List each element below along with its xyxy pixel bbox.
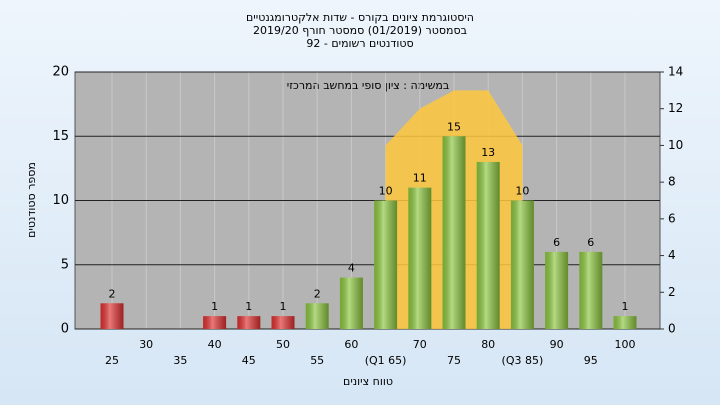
value-label: 11 bbox=[413, 172, 427, 185]
title-line: בסמסטר (01/2019) סמסטר חורף 2019/20 bbox=[253, 24, 467, 37]
value-label: 6 bbox=[553, 236, 560, 249]
value-label: 10 bbox=[379, 185, 393, 198]
title-line: היסטוגרמת ציונים בקורס - שדות אלקטרומגנט… bbox=[246, 11, 474, 24]
bar-shade bbox=[374, 200, 398, 329]
value-label: 1 bbox=[211, 300, 218, 313]
x-tick-label: 70 bbox=[413, 338, 427, 351]
x-tick-label: 25 bbox=[105, 354, 119, 367]
bar-shade bbox=[100, 303, 124, 329]
x-tick-label: (Q1 65) bbox=[365, 354, 407, 367]
bar-shade bbox=[237, 316, 261, 329]
x-tick-label: 80 bbox=[481, 338, 495, 351]
x-axis-label: טווח ציונים bbox=[343, 375, 393, 388]
x-tick-label: 50 bbox=[276, 338, 290, 351]
y-tick-label: 5 bbox=[61, 257, 69, 272]
value-label: 1 bbox=[280, 300, 287, 313]
value-label: 15 bbox=[447, 120, 461, 133]
value-label: 6 bbox=[587, 236, 594, 249]
y-tick-label: 20 bbox=[52, 65, 69, 80]
x-tick-label: 90 bbox=[550, 338, 564, 351]
bar-shade bbox=[579, 251, 603, 329]
value-label: 2 bbox=[314, 287, 321, 300]
bar-shade bbox=[339, 277, 363, 329]
x-tick-label: 60 bbox=[344, 338, 358, 351]
bar-shade bbox=[203, 316, 227, 329]
x-tick-label: 75 bbox=[447, 354, 461, 367]
y-axis-label: מספר סטודנטים bbox=[25, 162, 38, 238]
value-label: 1 bbox=[245, 300, 252, 313]
y-tick-label: 15 bbox=[52, 129, 69, 144]
y2-tick-label: 6 bbox=[668, 211, 676, 225]
bar-shade bbox=[510, 200, 534, 329]
x-tick-label: 100 bbox=[615, 338, 636, 351]
bar-shade bbox=[408, 187, 432, 329]
title-line: סטודנטים רשומים - 92 bbox=[306, 37, 413, 50]
bar-shade bbox=[613, 316, 637, 329]
bar-shade bbox=[442, 136, 466, 329]
bar-shade bbox=[476, 161, 500, 329]
x-tick-label: 35 bbox=[173, 354, 187, 367]
x-tick-label: 40 bbox=[208, 338, 222, 351]
y2-tick-label: 4 bbox=[668, 248, 676, 262]
y2-tick-label: 0 bbox=[668, 322, 676, 336]
y-tick-label: 10 bbox=[52, 193, 69, 208]
value-label: 10 bbox=[515, 185, 529, 198]
y2-tick-label: 12 bbox=[668, 101, 683, 115]
y-tick-label: 0 bbox=[61, 322, 69, 337]
value-label: 13 bbox=[481, 146, 495, 159]
value-label: 2 bbox=[109, 287, 116, 300]
value-label: 4 bbox=[348, 262, 355, 275]
y2-tick-label: 10 bbox=[668, 138, 683, 152]
y2-tick-label: 2 bbox=[668, 285, 676, 299]
x-tick-label: 95 bbox=[584, 354, 598, 367]
bar-shade bbox=[545, 251, 569, 329]
y2-tick-label: 8 bbox=[668, 175, 676, 189]
bar-shade bbox=[305, 303, 329, 329]
bar-shade bbox=[271, 316, 295, 329]
annotation: במשימה : ציון סופי במחשב המרכזי bbox=[287, 79, 450, 92]
value-label: 1 bbox=[622, 300, 629, 313]
x-tick-label: 45 bbox=[242, 354, 256, 367]
x-tick-label: (Q3 85) bbox=[502, 354, 544, 367]
x-tick-label: 30 bbox=[139, 338, 153, 351]
y2-tick-label: 14 bbox=[668, 65, 683, 79]
x-tick-label: 55 bbox=[310, 354, 324, 367]
